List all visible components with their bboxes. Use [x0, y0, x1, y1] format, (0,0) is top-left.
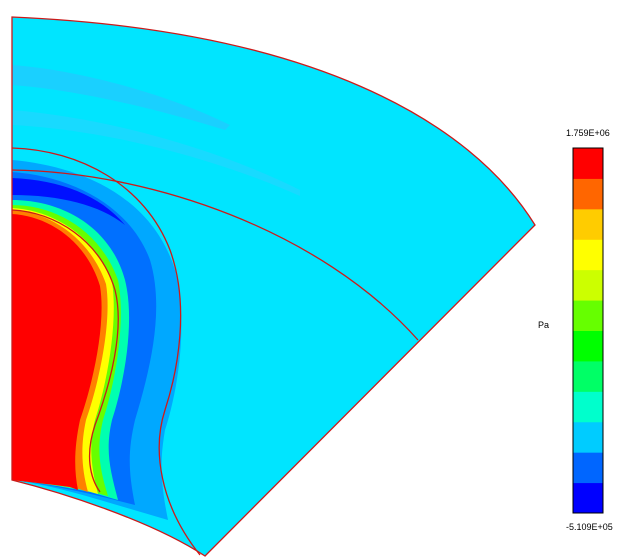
colorbar-segment	[573, 421, 603, 453]
colorbar-segment	[573, 178, 603, 210]
deep-blue-ring	[12, 178, 125, 225]
outer-arc-line	[11, 169, 419, 341]
middle-boundary	[11, 147, 201, 556]
sector-outline	[11, 16, 536, 557]
upper-band-1	[12, 65, 230, 130]
colorbar-segment	[573, 330, 603, 362]
colorbar-min-label: -5.109E+05	[566, 522, 613, 532]
colorbar-max-label: 1.759E+06	[566, 128, 610, 138]
colorbar-frame	[572, 147, 604, 514]
colorbar	[573, 148, 603, 514]
colorbar-segment	[573, 360, 603, 392]
colorbar-segment	[573, 300, 603, 331]
colorbar-segment	[573, 239, 603, 271]
colorbar-segment	[573, 391, 603, 423]
colorbar-segment	[573, 208, 603, 240]
inner-boundary	[11, 209, 119, 493]
colorbar-unit-label: Pa	[538, 320, 550, 330]
hot-core	[12, 214, 102, 490]
colorbar-segment	[573, 269, 603, 301]
upper-band-2	[12, 110, 300, 196]
colorbar-segment	[573, 148, 603, 179]
colorbar-segment	[573, 482, 603, 514]
colorbar-segment	[573, 452, 603, 484]
